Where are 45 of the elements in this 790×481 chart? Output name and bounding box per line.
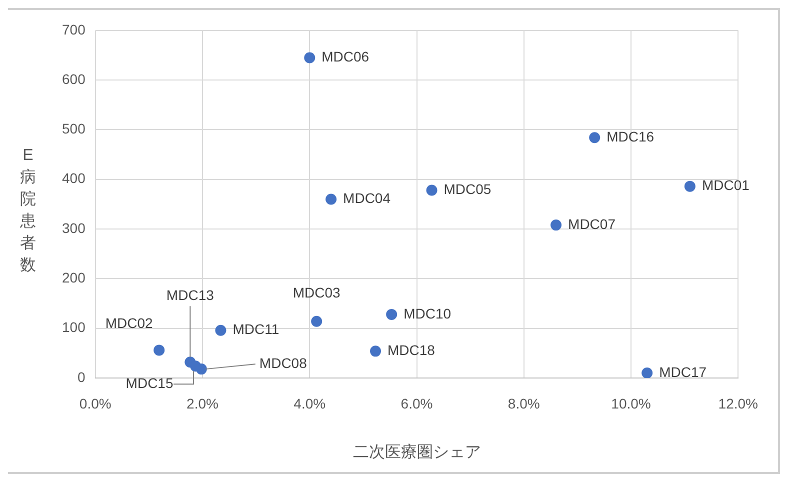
x-tick-label: 6.0% [400, 395, 433, 412]
annotation: MDC03 [292, 284, 341, 300]
y-tick-label: 600 [62, 70, 86, 87]
x-tick-label: 0.0% [79, 395, 112, 412]
point [304, 52, 316, 64]
y-tick-label: 0 [78, 368, 86, 385]
y-tick-label: 200 [62, 270, 86, 286]
y-tick-label: 300 [62, 220, 86, 236]
point [386, 308, 398, 320]
annotation: MDC05 [444, 181, 492, 198]
point [311, 316, 322, 327]
x-tick-label: 4.0% [294, 395, 326, 412]
y-axis-title: E病院患者数 [20, 146, 36, 276]
x-axis-title: 二次医療圏シェア [352, 442, 481, 461]
annotation: MDC18 [388, 342, 436, 358]
annotation: MDC17 [659, 364, 707, 380]
point [215, 324, 226, 336]
y-tick-label: 700 [62, 21, 86, 38]
y-tick-label: 500 [62, 120, 86, 137]
x-tick-label: 12.0% [718, 395, 758, 412]
point [426, 184, 438, 196]
annotation: MDC04 [343, 190, 391, 206]
point [154, 344, 165, 356]
x-tick-label: 10.0% [611, 395, 651, 412]
annotation: MDC02 [105, 315, 154, 332]
point [550, 220, 562, 231]
annotation: MDC07 [568, 216, 616, 232]
y-tick-label: 100 [62, 319, 86, 336]
point [370, 346, 382, 357]
point [589, 132, 600, 144]
y-tick-label: 400 [62, 170, 86, 186]
annotation: MDC06 [322, 48, 370, 65]
x-tick-label: 8.0% [508, 395, 540, 412]
point [326, 194, 337, 205]
annotation: MDC08 [259, 354, 308, 371]
annotation: MDC10 [404, 305, 452, 322]
annotation: MDC16 [606, 128, 654, 145]
point [190, 360, 202, 372]
annotation: MDC11 [232, 321, 280, 338]
annotation: MDC15 [126, 374, 174, 391]
annotation: MDC01 [702, 177, 750, 194]
x-tick-label: 2.0% [186, 395, 218, 412]
annotation: MDC13 [166, 286, 214, 303]
point [642, 368, 653, 378]
point [684, 180, 696, 192]
